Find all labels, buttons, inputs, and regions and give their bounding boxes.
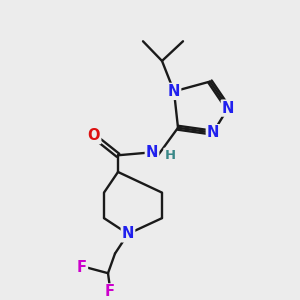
Text: N: N — [168, 84, 180, 99]
Text: N: N — [122, 226, 134, 242]
Text: F: F — [77, 260, 87, 275]
Text: N: N — [146, 145, 158, 160]
Text: O: O — [88, 128, 100, 143]
Text: N: N — [207, 125, 219, 140]
Text: N: N — [222, 100, 234, 116]
Text: H: H — [164, 149, 175, 162]
Text: F: F — [105, 284, 115, 299]
